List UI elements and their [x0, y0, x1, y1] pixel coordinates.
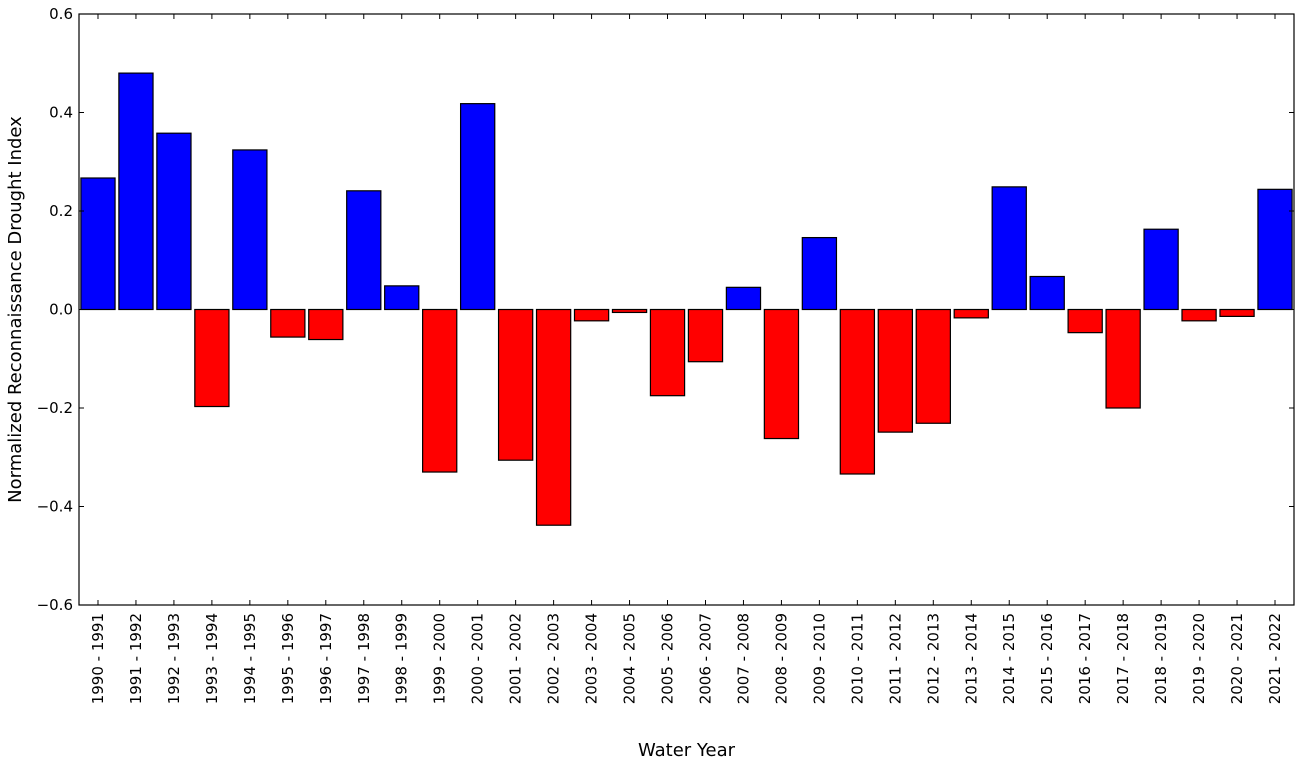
y-axis-title: Normalized Reconnaissance Drought Index [5, 116, 26, 503]
bar [232, 149, 268, 311]
plot-frame [78, 13, 1295, 606]
x-tick-label: 2002 - 2003 [545, 613, 563, 704]
bar [1067, 308, 1103, 334]
x-tick-label: 2005 - 2006 [659, 613, 677, 704]
bar [1219, 308, 1255, 318]
y-tick-label: 0.6 [49, 5, 73, 23]
x-tick-label: 2012 - 2013 [924, 613, 942, 704]
x-tick-label: 2021 - 2022 [1266, 613, 1284, 704]
bar [573, 308, 610, 322]
x-tick-label: 1992 - 1993 [165, 613, 183, 704]
bar [839, 308, 876, 475]
x-axis-title: Water Year [638, 740, 736, 761]
bar [118, 72, 154, 311]
y-tick-label: −0.6 [37, 596, 73, 614]
x-tick-label: 2007 - 2008 [734, 613, 752, 704]
bar [877, 308, 914, 433]
y-tick-label: −0.4 [37, 498, 73, 516]
y-tick-label: 0.0 [49, 301, 73, 319]
bar [270, 308, 306, 338]
x-tick-label: 2015 - 2016 [1038, 613, 1056, 704]
bar [156, 132, 192, 311]
y-tick-label: −0.2 [37, 399, 73, 417]
x-tick-label: 2013 - 2014 [962, 613, 980, 704]
bar [384, 285, 420, 311]
y-tick-label: 0.2 [49, 202, 73, 220]
bar [1029, 275, 1065, 311]
bar [497, 308, 534, 461]
bar [346, 190, 382, 311]
bar [1105, 308, 1141, 409]
x-tick-label: 2010 - 2011 [848, 613, 866, 704]
x-tick-label: 2011 - 2012 [886, 613, 904, 704]
bar [801, 236, 838, 311]
x-axis: 1990 - 1991 1991 - 1992 1992 - 1993 1993 - … [89, 14, 1284, 704]
bar [194, 308, 230, 408]
x-tick-label: 1991 - 1992 [127, 613, 145, 704]
x-tick-label: 2001 - 2002 [507, 613, 525, 704]
x-tick-label: 1993 - 1994 [203, 613, 221, 704]
bar [1257, 188, 1293, 311]
x-tick-label: 2019 - 2020 [1190, 613, 1208, 704]
x-tick-label: 2014 - 2015 [1000, 613, 1018, 704]
x-tick-label: 2006 - 2007 [696, 613, 714, 704]
bars-group [80, 72, 1293, 526]
x-tick-label: 2000 - 2001 [469, 613, 487, 704]
x-tick-label: 1990 - 1991 [89, 613, 107, 704]
x-tick-label: 1995 - 1996 [279, 613, 297, 704]
y-tick-label: 0.4 [49, 104, 73, 122]
x-tick-label: 2016 - 2017 [1076, 613, 1094, 704]
x-tick-label: 2009 - 2010 [810, 613, 828, 704]
bar [687, 308, 724, 363]
bar [308, 308, 344, 341]
bar [459, 103, 496, 311]
x-tick-label: 2004 - 2005 [621, 613, 639, 704]
bar [991, 186, 1027, 311]
x-tick-label: 2020 - 2021 [1228, 613, 1246, 704]
bar [649, 308, 686, 397]
bar [80, 177, 116, 311]
x-tick-label: 1996 - 1997 [317, 613, 335, 704]
x-tick-label: 1998 - 1999 [393, 613, 411, 704]
bar [611, 308, 648, 314]
bar [953, 308, 989, 319]
bar [915, 308, 951, 424]
bar [535, 308, 572, 526]
bar [725, 286, 762, 311]
bar [763, 308, 800, 440]
x-tick-label: 2003 - 2004 [583, 613, 601, 704]
x-tick-label: 1999 - 2000 [431, 613, 449, 704]
bar [1181, 308, 1217, 322]
x-tick-label: 2018 - 2019 [1152, 613, 1170, 704]
x-tick-label: 2008 - 2009 [772, 613, 790, 704]
x-tick-label: 1994 - 1995 [241, 613, 259, 704]
x-tick-label: 1997 - 1998 [355, 613, 373, 704]
bar [1143, 228, 1179, 311]
x-tick-label: 2017 - 2018 [1114, 613, 1132, 704]
bar [422, 308, 458, 473]
